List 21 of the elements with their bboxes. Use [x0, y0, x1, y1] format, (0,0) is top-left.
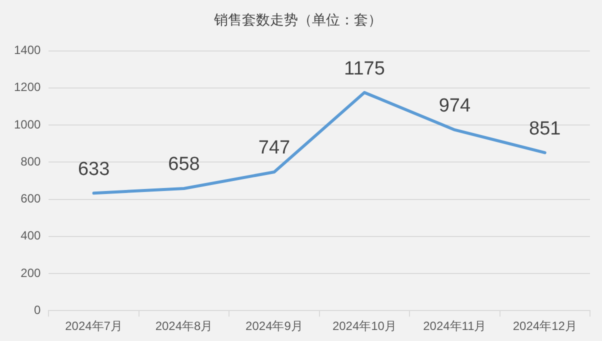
data-label: 633	[78, 158, 110, 180]
x-tick-label: 2024年8月	[155, 319, 213, 334]
y-tick-label: 400	[20, 228, 42, 243]
data-label: 851	[529, 118, 561, 140]
y-tick-label: 1000	[14, 117, 42, 132]
data-label: 658	[168, 154, 200, 176]
chart-title: 销售套数走势（单位：套）	[213, 11, 382, 28]
x-tick-label: 2024年12月	[512, 319, 577, 334]
x-tick-label: 2024年10月	[332, 319, 396, 334]
y-tick-label: 200	[20, 266, 42, 280]
data-label: 1175	[344, 58, 385, 80]
x-tick-label: 2024年11月	[423, 319, 486, 334]
y-tick-label: 800	[20, 154, 42, 168]
data-label: 747	[258, 138, 290, 159]
y-tick-label: 1400	[14, 43, 42, 58]
y-tick-label: 600	[20, 192, 42, 206]
x-tick-label: 2024年9月	[246, 319, 303, 334]
x-tick-label: 2024年7月	[65, 319, 122, 334]
y-tick-label: 0	[34, 302, 42, 317]
y-tick-label: 1200	[14, 80, 42, 94]
data-label: 974	[438, 96, 471, 117]
